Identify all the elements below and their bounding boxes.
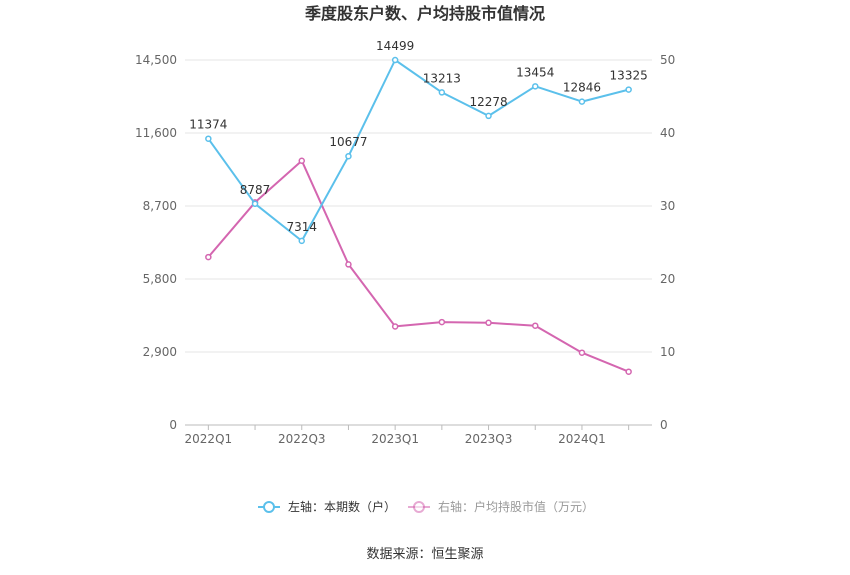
- left-axis-ticks: 0 2,900 5,800 8,700 11,600 14,500: [135, 53, 177, 432]
- right-series-point: [625, 368, 632, 375]
- data-label: 13325: [610, 69, 648, 83]
- left-series-point: [205, 135, 212, 142]
- left-series-line: [207, 59, 629, 242]
- data-label: 13213: [423, 71, 461, 85]
- legend-marker-icon: [263, 501, 275, 513]
- series-group: 11374 8787 7314 10677 14499 13213 12278 13454 12…: [189, 39, 648, 375]
- right-series-point: [345, 261, 352, 268]
- left-tick-label: 5,800: [143, 272, 177, 286]
- data-label: 12846: [563, 81, 601, 95]
- right-axis-ticks: 0 10 20 30 40 50: [660, 53, 675, 432]
- left-series-point: [391, 56, 399, 64]
- grid-lines: [185, 59, 652, 426]
- x-tick-label: 2022Q3: [278, 432, 326, 446]
- data-label: 13454: [516, 65, 554, 79]
- right-tick-label: 10: [660, 345, 675, 359]
- left-series-point: [251, 200, 259, 208]
- left-series-point: [485, 112, 492, 120]
- left-tick-label: 11,600: [135, 126, 177, 140]
- left-series-point: [438, 89, 446, 96]
- legend-label: 左轴：本期数（户）: [288, 499, 396, 514]
- left-series-point: [625, 86, 632, 93]
- left-series-point: [298, 237, 305, 245]
- legend-item-left-series[interactable]: 左轴：本期数（户）: [258, 499, 396, 514]
- left-series-point: [532, 83, 539, 90]
- x-axis-ticks: 2022Q1 2022Q3 2023Q1 2023Q3 2024Q1: [185, 425, 630, 446]
- right-series-point: [485, 319, 492, 327]
- legend-marker-icon: [413, 501, 425, 513]
- right-series-line: [207, 159, 630, 373]
- x-tick-label: 2024Q1: [558, 432, 606, 446]
- data-label: 10677: [329, 135, 367, 149]
- left-tick-label: 8,700: [143, 199, 177, 213]
- right-tick-label: 40: [660, 126, 675, 140]
- right-tick-label: 50: [660, 53, 675, 67]
- x-tick-label: 2023Q1: [371, 432, 419, 446]
- data-label: 12278: [469, 95, 507, 109]
- x-tick-label: 2023Q3: [465, 432, 513, 446]
- left-tick-label: 14,500: [135, 53, 177, 67]
- left-tick-label: 2,900: [143, 345, 177, 359]
- data-label: 14499: [376, 39, 414, 53]
- data-label: 7314: [286, 220, 317, 234]
- left-tick-label: 0: [169, 418, 177, 432]
- x-tick-label: 2022Q1: [185, 432, 233, 446]
- source-note: 数据来源：恒生聚源: [366, 547, 483, 562]
- right-series-point: [391, 323, 399, 330]
- right-series-point: [298, 157, 305, 164]
- right-series-point: [205, 253, 212, 261]
- right-series-point: [438, 318, 446, 326]
- legend-label: 右轴：户均持股市值（万元）: [438, 499, 594, 514]
- legend-item-right-series[interactable]: 右轴：户均持股市值（万元）: [408, 499, 594, 514]
- legend[interactable]: 左轴：本期数（户） 右轴：户均持股市值（万元）: [258, 499, 594, 514]
- right-tick-label: 0: [660, 418, 668, 432]
- left-series-point: [345, 152, 352, 160]
- right-series-point: [532, 322, 539, 329]
- right-tick-label: 20: [660, 272, 675, 286]
- data-label: 8787: [240, 183, 271, 197]
- right-tick-label: 30: [660, 199, 675, 213]
- chart-title: 季度股东户数、户均持股市值情况: [304, 4, 545, 23]
- data-label: 11374: [189, 118, 227, 132]
- right-series-point: [578, 349, 586, 356]
- left-series-point: [578, 98, 586, 105]
